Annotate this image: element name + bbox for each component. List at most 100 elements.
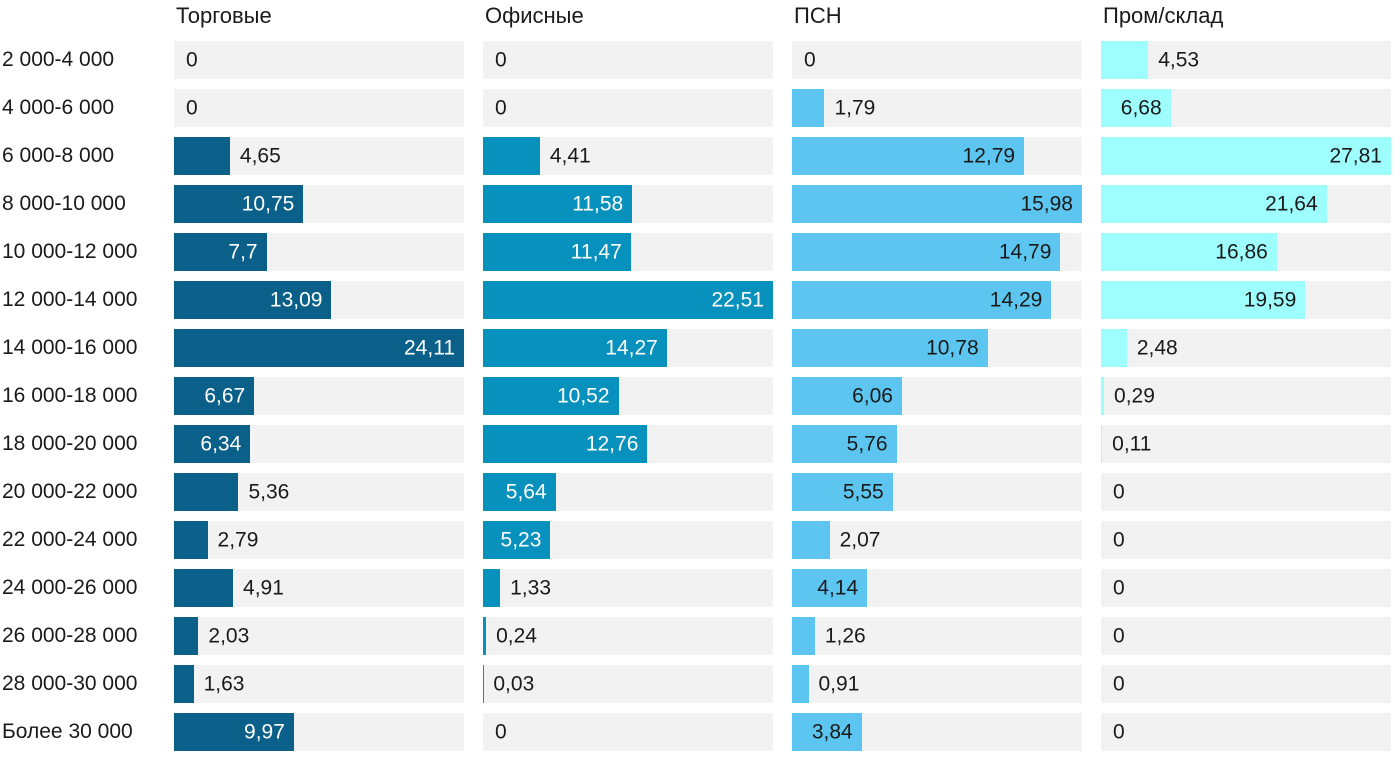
bar: [483, 281, 773, 319]
bar-track: 0,03: [483, 665, 773, 703]
value-label: 0: [1113, 720, 1125, 744]
row-label: 10 000-12 000: [2, 240, 138, 263]
bar: [483, 617, 487, 655]
bar-track: 6,34: [174, 425, 464, 463]
bar: [1101, 377, 1105, 415]
bar: [174, 377, 255, 415]
value-label: 14,27: [605, 336, 658, 360]
bar-track: 0: [483, 41, 773, 79]
value-label: 4,65: [239, 144, 281, 168]
row-label: 2 000-4 000: [2, 48, 115, 71]
bar: [1101, 185, 1327, 223]
value-label: 0: [1113, 480, 1125, 504]
bar-track: 0,24: [483, 617, 773, 655]
row-label: 20 000-22 000: [2, 480, 138, 503]
value-label: 0: [495, 96, 507, 120]
bar-track: 0: [483, 713, 773, 751]
row-label: 24 000-26 000: [2, 576, 138, 599]
value-label: 0: [1113, 672, 1125, 696]
bar-track: 1,63: [174, 665, 464, 703]
value-label: 1,79: [834, 96, 876, 120]
bar: [792, 665, 809, 703]
bar-track: 5,76: [792, 425, 1082, 463]
bar-track: 1,79: [792, 89, 1082, 127]
bar: [483, 569, 501, 607]
bar: [483, 521, 551, 559]
bar: [483, 473, 556, 511]
value-label: 5,23: [500, 528, 542, 552]
bar: [792, 137, 1025, 175]
value-label: 0: [1113, 624, 1125, 648]
value-label: 15,98: [1020, 192, 1073, 216]
bar-track: 24,11: [174, 329, 464, 367]
bar-track: 21,64: [1101, 185, 1391, 223]
bar-track: 2,48: [1101, 329, 1391, 367]
value-label: 4,53: [1158, 48, 1200, 72]
value-label: 0: [1113, 576, 1125, 600]
bar: [1101, 425, 1103, 463]
bar-track: 4,41: [483, 137, 773, 175]
column-header-4: Пром/склад: [1103, 3, 1224, 28]
bar-track: 5,55: [792, 473, 1082, 511]
row-label: 6 000-8 000: [2, 144, 115, 167]
chart-row: 20 000-22 000 5,36 5,64 5,55 0: [0, 473, 1391, 511]
value-label: 4,14: [817, 576, 859, 600]
value-label: 4,41: [549, 144, 591, 168]
bar-track: 27,81: [1101, 137, 1391, 175]
value-label: 2,03: [208, 624, 250, 648]
row-label: 28 000-30 000: [2, 672, 138, 695]
bar: [792, 617, 815, 655]
value-label: 14,29: [989, 288, 1043, 312]
value-label: 2,79: [217, 528, 259, 552]
bar: [483, 665, 484, 703]
value-label: 12,79: [962, 144, 1016, 168]
bar-track: 7,7: [174, 233, 464, 271]
column-headers-row: Торговые Офисные ПСН Пром/склад: [0, 3, 1391, 31]
value-label: 11,47: [570, 240, 622, 264]
value-label: 2,48: [1136, 336, 1178, 360]
bar-track: 2,03: [174, 617, 464, 655]
value-label: 4,91: [243, 576, 284, 600]
bar-track: 10,78: [792, 329, 1082, 367]
value-label: 21,64: [1265, 192, 1318, 216]
value-label: 0,29: [1114, 384, 1155, 408]
bar-track: 5,64: [483, 473, 773, 511]
bar-track: 12,79: [792, 137, 1082, 175]
value-label: 10,52: [556, 384, 610, 408]
bar: [483, 137, 540, 175]
bar-track: 0: [174, 89, 464, 127]
bar-track: 2,07: [792, 521, 1082, 559]
row-label: 18 000-20 000: [2, 432, 138, 455]
bar: [174, 233, 267, 271]
value-label: 0: [186, 48, 198, 72]
value-label: 5,36: [248, 480, 290, 504]
bar: [792, 377, 902, 415]
bar-track: 0: [483, 89, 773, 127]
bar: [1101, 329, 1127, 367]
bar-track: 6,06: [792, 377, 1082, 415]
bar-track: 9,97: [174, 713, 464, 751]
chart-row: 28 000-30 000 1,63 0,03 0,91 0: [0, 665, 1391, 703]
bar-track: 0: [174, 41, 464, 79]
bar: [792, 473, 893, 511]
chart-row: 4 000-6 000 0 0 1,79 6,68: [0, 89, 1391, 127]
bar: [1101, 137, 1391, 175]
chart-row: 16 000-18 000 6,67 10,52 6,06 0,29: [0, 377, 1391, 415]
value-label: 0: [495, 48, 507, 72]
value-label: 0,24: [496, 624, 537, 648]
bar: [174, 473, 239, 511]
bar-track: 0: [1101, 665, 1391, 703]
value-label: 24,11: [404, 336, 455, 360]
value-label: 1,63: [203, 672, 245, 696]
chart-row: 18 000-20 000 6,34 12,76 5,76 0,11: [0, 425, 1391, 463]
row-label: 8 000-10 000: [2, 192, 126, 215]
column-header-1: Торговые: [176, 3, 272, 28]
bar-track: 2,79: [174, 521, 464, 559]
bar: [792, 521, 830, 559]
row-label: 12 000-14 000: [2, 288, 138, 311]
bar: [792, 89, 825, 127]
value-label: 5,55: [842, 480, 884, 504]
bar: [1101, 41, 1149, 79]
bar: [174, 521, 208, 559]
